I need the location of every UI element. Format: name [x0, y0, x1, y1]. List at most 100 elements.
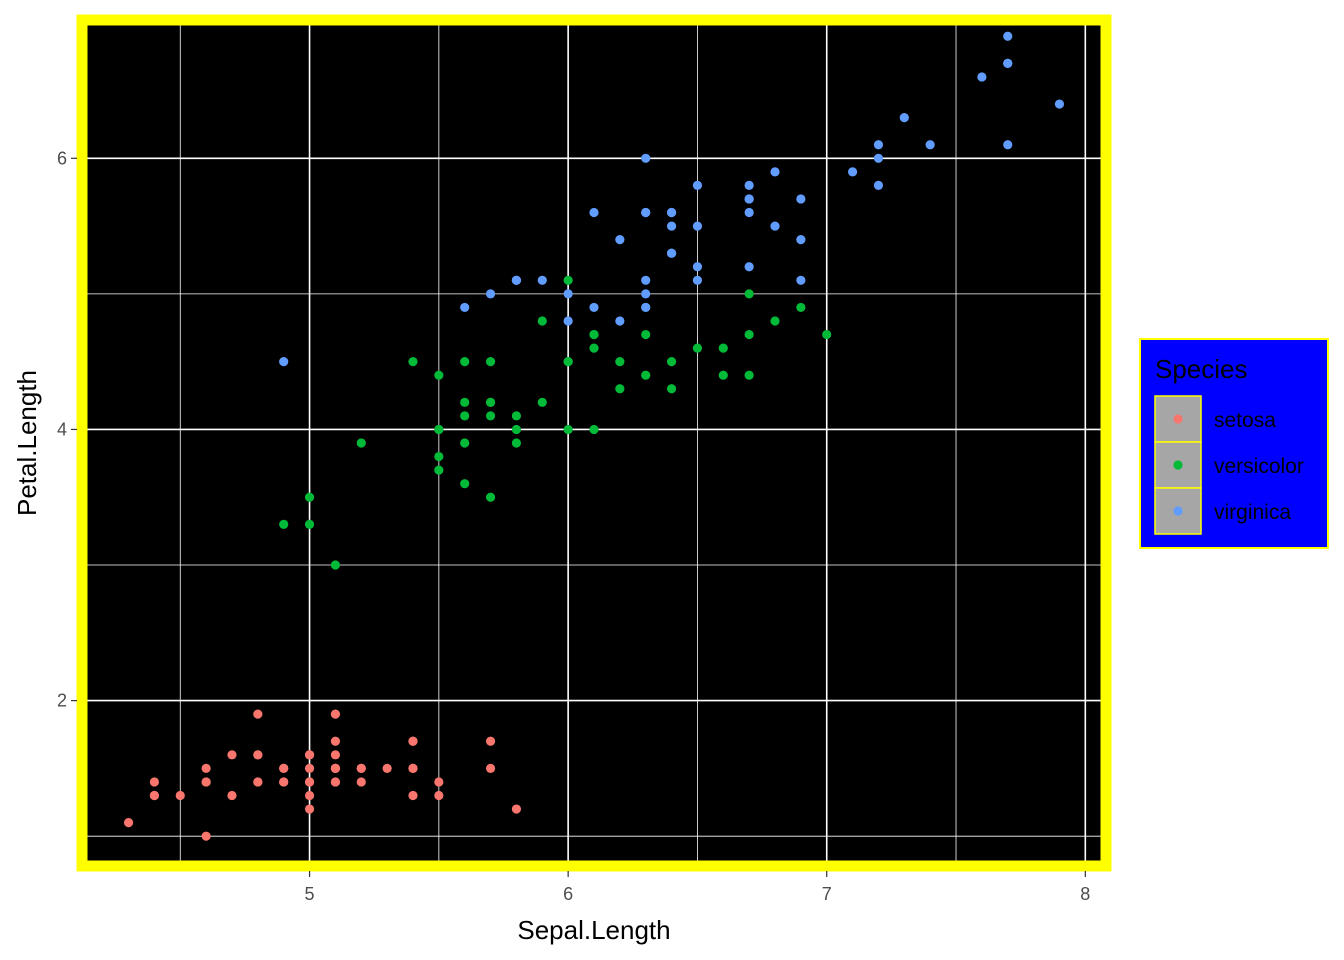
point-versicolor — [537, 316, 547, 326]
point-versicolor — [589, 343, 599, 353]
point-setosa — [485, 736, 496, 746]
point-setosa — [279, 777, 289, 787]
point-virginica — [563, 289, 573, 299]
point-virginica — [770, 221, 780, 231]
point-setosa — [304, 804, 315, 814]
panel-border — [76, 14, 1112, 872]
point-versicolor — [589, 329, 599, 340]
legend-label: setosa — [1214, 409, 1276, 432]
point-versicolor — [511, 438, 522, 448]
y-tick-label: 4 — [57, 419, 67, 439]
point-virginica — [796, 275, 806, 285]
legend-entries: setosa versicolor virginica — [1154, 395, 1304, 535]
point-virginica — [666, 207, 677, 218]
point-virginica — [1054, 99, 1065, 109]
point-virginica — [692, 262, 703, 272]
point-virginica — [1003, 31, 1013, 41]
point-versicolor — [408, 357, 418, 367]
point-virginica — [692, 221, 703, 231]
axis-ticks: 5 6 7 8 2 4 6 — [57, 148, 1090, 904]
x-tick-label: 7 — [822, 884, 832, 904]
point-virginica — [641, 153, 651, 163]
point-virginica — [744, 262, 754, 272]
point-setosa — [304, 790, 315, 801]
point-versicolor — [563, 357, 573, 367]
point-virginica — [615, 316, 625, 326]
point-setosa — [434, 790, 444, 801]
point-setosa — [330, 777, 341, 787]
data-points — [123, 31, 1065, 841]
legend-title: Species — [1155, 354, 1248, 384]
point-versicolor — [641, 329, 651, 340]
point-virginica — [925, 140, 935, 150]
x-axis-title: Sepal.Length — [517, 915, 670, 945]
point-setosa — [201, 777, 211, 787]
point-versicolor — [460, 438, 470, 448]
y-axis-title: Petal.Length — [12, 370, 42, 516]
point-setosa — [408, 736, 418, 746]
point-virginica — [641, 275, 651, 285]
point-virginica — [744, 207, 754, 218]
y-tick-label: 6 — [57, 148, 67, 168]
point-setosa — [356, 763, 366, 773]
point-virginica — [977, 72, 987, 82]
point-virginica — [1003, 58, 1013, 68]
point-versicolor — [744, 370, 754, 380]
point-setosa — [123, 818, 134, 828]
legend-label: versicolor — [1214, 455, 1304, 478]
legend-key-point — [1173, 414, 1183, 424]
point-setosa — [304, 750, 315, 760]
point-versicolor — [485, 492, 496, 502]
point-versicolor — [434, 424, 444, 435]
point-versicolor — [460, 357, 470, 367]
point-virginica — [563, 316, 573, 326]
point-setosa — [511, 804, 522, 814]
point-setosa — [382, 763, 392, 773]
point-virginica — [537, 275, 547, 285]
point-setosa — [201, 831, 211, 841]
point-virginica — [641, 207, 651, 218]
point-versicolor — [511, 424, 522, 435]
point-virginica — [589, 207, 599, 218]
point-setosa — [304, 763, 315, 773]
point-setosa — [330, 736, 341, 746]
point-versicolor — [356, 438, 366, 448]
point-setosa — [253, 750, 263, 760]
point-setosa — [253, 709, 263, 719]
point-virginica — [615, 235, 625, 245]
point-versicolor — [615, 384, 625, 394]
point-setosa — [175, 790, 185, 801]
point-setosa — [408, 763, 418, 773]
point-setosa — [227, 750, 237, 760]
point-virginica — [770, 167, 780, 177]
point-setosa — [408, 790, 418, 801]
point-versicolor — [770, 316, 780, 326]
point-virginica — [641, 302, 651, 313]
point-virginica — [1003, 140, 1013, 150]
point-virginica — [460, 302, 470, 313]
point-setosa — [253, 777, 263, 787]
point-setosa — [356, 777, 366, 787]
point-virginica — [796, 235, 806, 245]
point-versicolor — [511, 411, 522, 421]
point-versicolor — [822, 329, 832, 340]
point-versicolor — [718, 343, 728, 353]
x-tick-label: 5 — [305, 884, 315, 904]
point-setosa — [201, 763, 211, 773]
point-versicolor — [718, 370, 728, 380]
point-versicolor — [796, 302, 806, 313]
point-versicolor — [279, 519, 289, 529]
point-virginica — [796, 194, 806, 204]
point-versicolor — [744, 289, 754, 299]
point-virginica — [744, 180, 754, 191]
point-virginica — [666, 248, 677, 258]
x-tick-label: 8 — [1080, 884, 1090, 904]
point-setosa — [227, 790, 237, 801]
point-virginica — [666, 221, 677, 231]
point-setosa — [149, 777, 160, 787]
point-virginica — [641, 289, 651, 299]
point-versicolor — [744, 329, 754, 340]
point-virginica — [847, 167, 858, 177]
legend-key-point — [1173, 460, 1183, 470]
